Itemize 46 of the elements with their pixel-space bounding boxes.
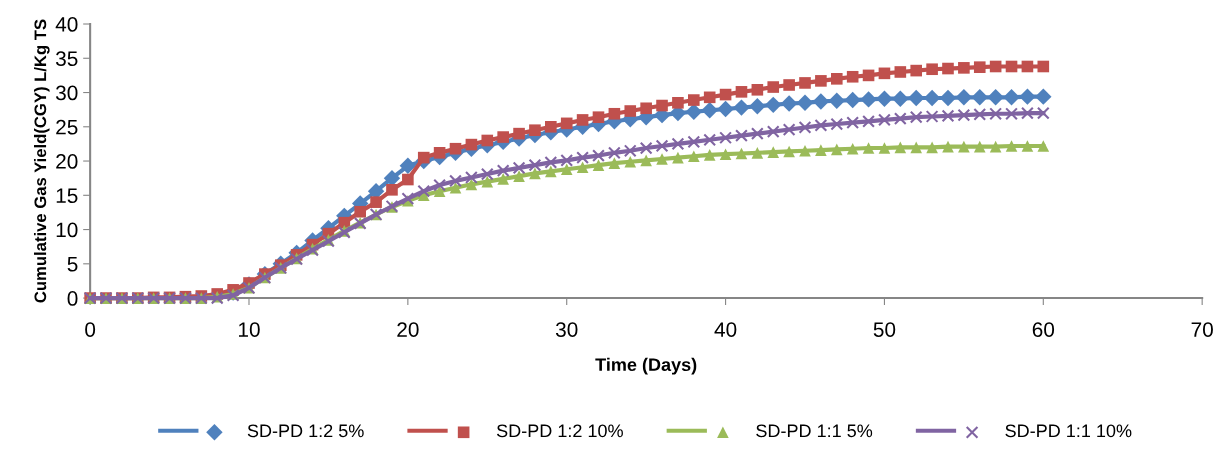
point: [399, 157, 417, 175]
y-tick-label: 30: [55, 85, 78, 101]
x-tick-label: 0: [85, 322, 96, 337]
y-tick-label: 5: [67, 257, 78, 272]
point: [955, 89, 973, 106]
point: [971, 89, 988, 106]
point: [908, 89, 925, 107]
y-axis-title: Cumulative Gas Yield(CGY) L/Kg TS: [33, 19, 50, 303]
x-axis-title: Time (Days): [595, 357, 697, 375]
legend-label: SD-PD 1:2 10%: [496, 424, 623, 438]
legend-label: SD-PD 1:1 5%: [756, 424, 873, 438]
point: [1035, 88, 1052, 105]
point: [1019, 88, 1036, 105]
point: [860, 91, 877, 108]
y-tick-label: 20: [56, 154, 78, 169]
y-tick-label: 40: [55, 17, 78, 32]
y-tick-label: 0: [67, 291, 78, 306]
x-tick-label: 20: [397, 322, 419, 337]
point: [717, 100, 734, 118]
legend-label: SD-PD 1:1 10%: [1005, 424, 1132, 438]
y-tick-label: 15: [56, 188, 78, 204]
point: [1003, 89, 1020, 106]
point: [796, 94, 814, 112]
y-tick-label: 25: [56, 119, 78, 135]
point: [892, 90, 909, 107]
point: [876, 90, 893, 107]
x-tick-label: 40: [714, 322, 737, 337]
x-tick-label: 60: [1032, 322, 1055, 337]
point: [812, 93, 830, 110]
x-tick-label: 70: [1191, 322, 1213, 337]
point: [987, 89, 1004, 106]
point: [701, 102, 718, 119]
point: [765, 96, 782, 114]
point: [685, 103, 703, 120]
y-tick-label: 10: [56, 222, 78, 238]
x-tick-label: 10: [239, 322, 260, 337]
y-tick-label: 35: [55, 51, 78, 67]
point: [939, 89, 957, 107]
point: [733, 99, 750, 116]
point: [844, 91, 861, 109]
legend-label: SD-PD 1:2 5%: [247, 424, 364, 438]
point: [828, 92, 845, 109]
x-tick-label: 50: [873, 322, 896, 337]
point: [749, 98, 766, 115]
x-tick-label: 30: [555, 322, 578, 337]
point: [780, 95, 798, 112]
